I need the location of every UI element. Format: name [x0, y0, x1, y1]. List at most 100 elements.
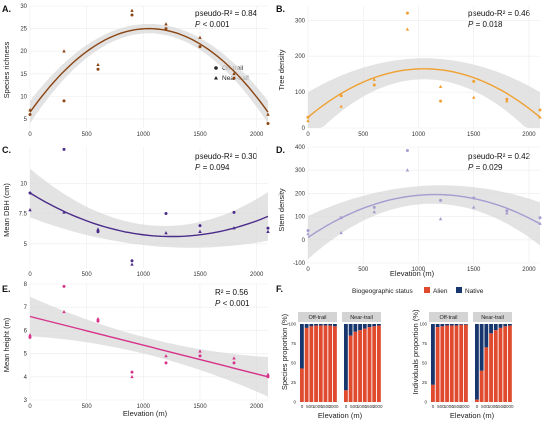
- panel-e-ytick-label: 5: [24, 352, 28, 358]
- panel-f-bar-alien: [498, 327, 503, 402]
- panel-b-label: B.: [276, 4, 285, 14]
- legend-alien-label: Alien: [433, 288, 448, 295]
- panel-d-point-off-trail: [339, 216, 343, 220]
- panel-f-bar-native: [344, 324, 348, 391]
- panel-b-point-off-trail: [339, 94, 343, 98]
- panel-b-stat-r2: pseudo-R² = 0.46: [468, 9, 531, 18]
- panel-f-xtick-label: 500: [437, 404, 445, 409]
- panel-f-bar-alien: [300, 368, 304, 402]
- panel-f-facet-label: Near-trail: [481, 315, 504, 321]
- panel-f-bar-alien: [489, 333, 493, 402]
- panel-f-bar-native: [362, 324, 367, 329]
- panel-c-point-off-trail: [266, 226, 270, 230]
- panel-b-point-near-trail: [438, 84, 443, 89]
- panel-a-stat-r2: pseudo-R² = 0.84: [195, 9, 258, 18]
- panel-f-bar-alien: [454, 325, 459, 402]
- panel-a-xtick-label: 0: [28, 132, 32, 138]
- panel-e-point-off-trail: [62, 284, 66, 288]
- panel-b-point-off-trail: [472, 79, 476, 83]
- panel-c-fit-line: [29, 192, 269, 238]
- panel-e-point-near-trail: [96, 316, 100, 321]
- panel-f-bar-native: [309, 324, 314, 327]
- panel-e-point-near-trail: [28, 333, 32, 337]
- panel-f-xtick-label: 0: [345, 404, 348, 409]
- panel-f-bar-native: [475, 324, 479, 400]
- panel-f-ytick-label: 25: [291, 380, 297, 385]
- panel-d-xtick-label: 500: [358, 267, 369, 273]
- panel-b-ytick-label: 200: [295, 54, 306, 60]
- panel-a-ytick-label: 20: [20, 49, 27, 55]
- panel-c-point-near-trail: [130, 262, 134, 266]
- panel-c-point-off-trail: [62, 147, 66, 151]
- panel-f-bar-native: [300, 324, 304, 369]
- panel-a-ytick-label: 15: [20, 72, 27, 78]
- panel-f-ylabel-individuals: Individuals proportion (%): [411, 309, 420, 395]
- panel-e-ytick-label: 3: [24, 398, 28, 404]
- panel-e-ytick-label: 8: [24, 282, 28, 288]
- panel-e-xlabel: Elevation (m): [123, 409, 168, 418]
- panel-f: F. Biogeographic status Alien Native Spe…: [276, 284, 514, 420]
- panel-c-point-off-trail: [28, 191, 32, 195]
- panel-a-point-near-trail: [266, 112, 270, 116]
- panel-c-xtick-label: 1500: [193, 272, 207, 278]
- panel-a-ytick-label: 30: [20, 4, 27, 10]
- panel-e-point-off-trail: [266, 375, 270, 379]
- panel-e-xtick-label: 1000: [137, 404, 151, 410]
- panel-e-point-off-trail: [28, 335, 32, 339]
- panel-f-ytick-label: 75: [291, 341, 297, 346]
- panel-c-point-near-trail: [62, 210, 66, 214]
- panel-a-xtick-label: 500: [82, 132, 93, 138]
- panel-f-xtick-label: 2000: [503, 404, 514, 409]
- panel-f-bar-alien: [323, 325, 328, 402]
- panel-f-xtick-label: 1500: [452, 404, 463, 409]
- panel-f-bar-native: [503, 324, 508, 327]
- panel-f-bar-alien: [459, 324, 464, 402]
- panel-a-stat-p: P < 0.001: [195, 20, 230, 29]
- panel-b: B. Tree density pseudo-R² = 0.46 P = 0.0…: [276, 4, 542, 138]
- panel-c-xtick-label: 500: [82, 272, 93, 278]
- panel-c-p-value: = 0.094: [203, 163, 230, 172]
- panel-e-point-near-trail: [266, 372, 270, 376]
- panel-f-facet-strip: [298, 312, 337, 322]
- panel-a-point-off-trail: [28, 112, 32, 116]
- panel-c-point-off-trail: [164, 212, 168, 216]
- panel-e-ytick-label: 7: [24, 305, 28, 311]
- panel-c-p-label: P: [195, 163, 201, 172]
- panel-f-xtick-label: 1000: [444, 404, 455, 409]
- panel-f-bar-alien: [464, 324, 468, 402]
- panel-a-point-near-trail: [62, 49, 66, 53]
- panel-f-bar-native: [323, 324, 328, 326]
- panel-d-point-off-trail: [538, 216, 542, 220]
- panel-e-stat-p: P < 0.001: [215, 299, 250, 308]
- panel-c-label: C.: [2, 145, 11, 155]
- panel-f-bar-native: [445, 324, 449, 326]
- panel-f-ytick-label: 50: [422, 361, 428, 366]
- panel-f-bar-native: [377, 324, 381, 326]
- panel-f-bar-alien: [440, 326, 445, 402]
- panel-a: A. Species richness pseudo-R² = 0.84 P <…: [2, 4, 270, 138]
- panel-f-bar-alien: [431, 384, 435, 402]
- panel-f-bar-alien: [348, 335, 353, 402]
- panel-e-point-near-trail: [164, 354, 168, 358]
- panel-f-bar-alien: [304, 327, 309, 402]
- panel-f-xtick-label: 500: [306, 404, 314, 409]
- panel-a-point-near-trail: [96, 62, 100, 67]
- panel-a-point-near-trail: [28, 108, 32, 112]
- panel-c-stat-r2: pseudo-R² = 0.30: [195, 152, 258, 161]
- panel-f-bar-native: [493, 324, 498, 331]
- panel-f-xtick-label: 1000: [488, 404, 499, 409]
- panel-f-legend-title: Biogeographic status: [352, 288, 413, 295]
- panel-b-point-off-trail: [405, 11, 409, 15]
- panel-e: E. Mean height (m) R² = 0.56 P < 0.001 E…: [2, 282, 270, 418]
- panel-d-point-near-trail: [405, 168, 410, 172]
- panel-b-point-near-trail: [505, 99, 509, 103]
- panel-e-p-label: P: [215, 299, 221, 308]
- panel-f-bar-native: [435, 324, 440, 328]
- panel-f-facet-strip: [473, 312, 512, 322]
- panel-d-point-off-trail: [439, 198, 443, 202]
- panel-e-point-off-trail: [198, 354, 202, 358]
- panel-f-bar-alien: [362, 328, 367, 402]
- panel-e-point-off-trail: [130, 370, 134, 374]
